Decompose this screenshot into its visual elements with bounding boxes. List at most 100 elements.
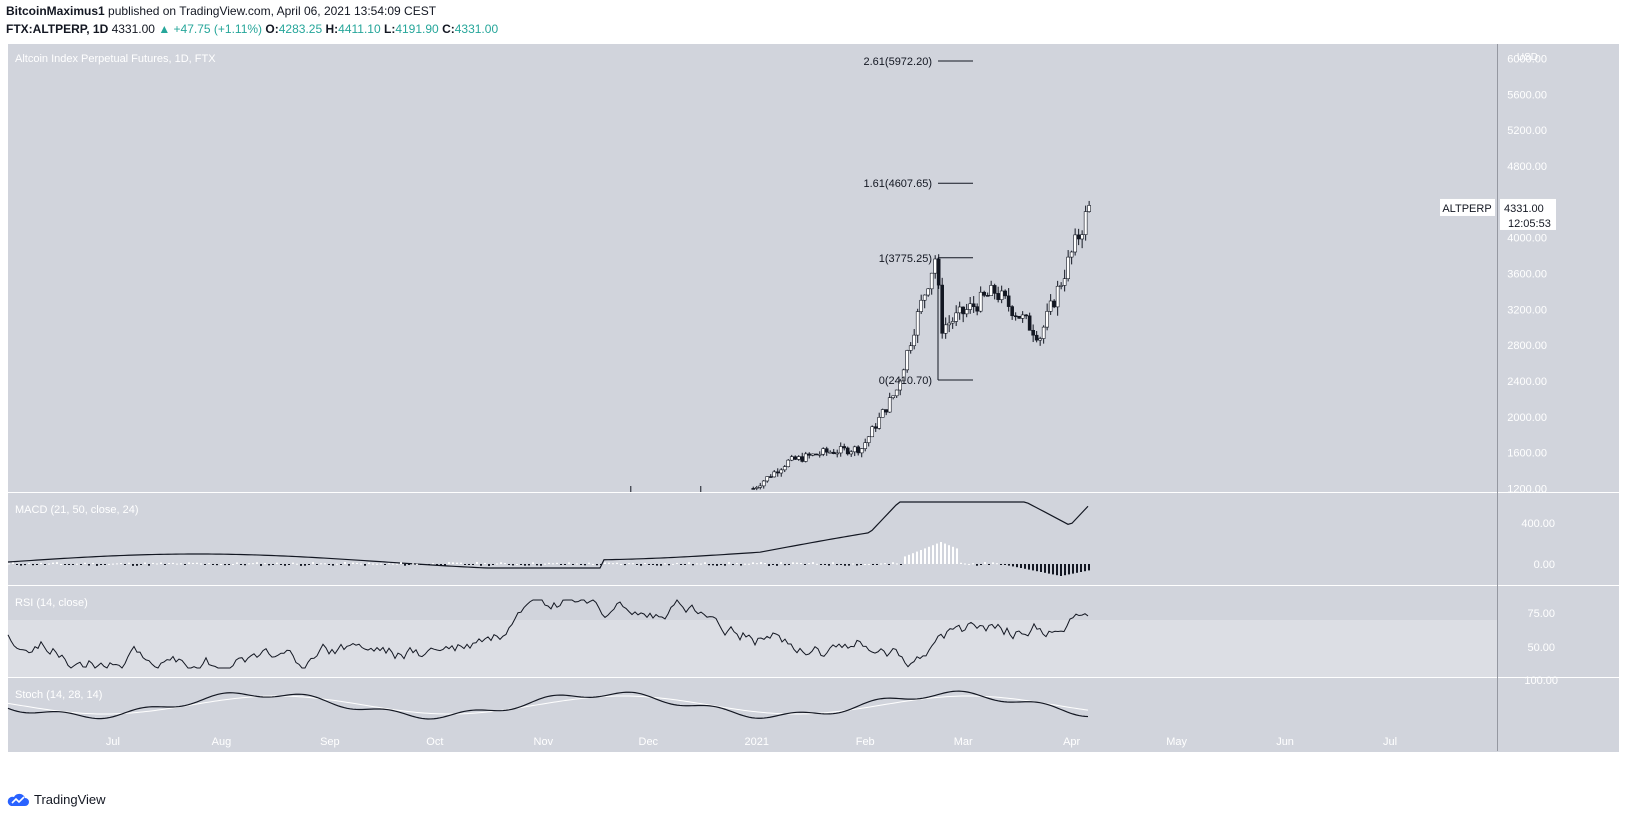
- candle-body: [828, 451, 833, 454]
- candle-body: [831, 451, 836, 454]
- macd-bar: [452, 562, 454, 564]
- macd-bar: [284, 564, 286, 566]
- macd-bar: [504, 563, 506, 565]
- macd-bar: [428, 564, 430, 565]
- macd-bar: [828, 564, 830, 566]
- macd-bar: [860, 564, 862, 565]
- y-tick-label: 5600.00: [1507, 89, 1547, 101]
- macd-bar: [16, 564, 18, 565]
- macd-bar: [848, 564, 850, 566]
- macd-bar: [748, 563, 750, 565]
- macd-bar: [608, 562, 610, 564]
- macd-bar: [900, 564, 902, 565]
- macd-bar: [336, 563, 338, 565]
- candle-body: [1024, 314, 1028, 317]
- macd-bar: [416, 563, 418, 565]
- fib-level-label: 1.61(4607.65): [864, 178, 933, 190]
- macd-bar: [372, 563, 374, 565]
- macd-bar: [824, 564, 826, 565]
- macd-bar: [776, 564, 778, 566]
- macd-bar: [1068, 564, 1070, 575]
- macd-bar: [876, 564, 878, 565]
- candle-body: [793, 456, 798, 460]
- candle-body: [845, 447, 850, 455]
- candle-body: [1069, 251, 1074, 258]
- macd-bar: [764, 563, 766, 565]
- macd-bar: [240, 564, 242, 565]
- macd-bar: [260, 564, 262, 566]
- macd-bar: [1088, 564, 1090, 571]
- candle-body: [786, 459, 791, 467]
- candle-body: [1076, 234, 1081, 240]
- tradingview-logo[interactable]: TradingView: [6, 792, 106, 807]
- macd-bar: [364, 564, 366, 566]
- macd-bar: [684, 564, 686, 566]
- candle-body: [765, 476, 770, 482]
- macd-bar: [108, 563, 110, 565]
- candle-body: [754, 487, 759, 489]
- candle-body: [1055, 285, 1060, 308]
- macd-bar: [156, 563, 158, 565]
- macd-bar: [1020, 564, 1022, 568]
- macd-bar: [160, 562, 162, 564]
- indicator-title: MACD (21, 50, close, 24): [15, 504, 139, 516]
- macd-bar: [136, 564, 138, 566]
- macd-bar: [360, 563, 362, 565]
- macd-bar: [924, 548, 926, 564]
- macd-bar: [52, 562, 54, 564]
- macd-bar: [1048, 564, 1050, 574]
- macd-bar: [956, 548, 958, 564]
- macd-bar: [640, 564, 642, 566]
- candle-body: [936, 258, 941, 286]
- macd-bar: [660, 564, 662, 566]
- macd-pane: [8, 493, 1497, 585]
- macd-bar: [28, 562, 30, 564]
- macd-bar: [128, 562, 130, 564]
- candle-body: [849, 451, 854, 455]
- macd-bar: [908, 554, 910, 564]
- macd-bar: [308, 564, 310, 565]
- macd-bar: [516, 563, 518, 565]
- macd-bar: [696, 563, 698, 565]
- candle-body: [1059, 285, 1063, 287]
- macd-bar: [1044, 564, 1046, 573]
- currency-label: USD: [1517, 52, 1538, 63]
- candle-body: [1010, 306, 1014, 317]
- high-label: H:: [325, 22, 339, 36]
- macd-bar: [980, 564, 982, 566]
- macd-bar: [580, 564, 582, 565]
- close-label: C:: [442, 22, 455, 36]
- candle-body: [915, 311, 920, 336]
- macd-bar: [916, 551, 918, 564]
- macd-bar: [132, 564, 134, 566]
- x-tick-label: Feb: [856, 736, 875, 748]
- candle-body: [940, 284, 944, 334]
- macd-bar: [116, 563, 118, 565]
- macd-bar: [936, 543, 938, 564]
- x-tick-label: Aug: [212, 736, 232, 748]
- candle-body: [894, 389, 899, 397]
- macd-bar: [392, 563, 394, 565]
- macd-bar: [188, 562, 190, 564]
- candle-body: [1031, 329, 1035, 336]
- author-name[interactable]: BitcoinMaximus1: [6, 4, 105, 18]
- macd-bar: [236, 562, 238, 564]
- fib-level-label: 0(2410.70): [879, 375, 932, 387]
- candle-body: [1027, 315, 1032, 331]
- y-tick-label: 2400.00: [1507, 376, 1547, 388]
- macd-bar: [68, 564, 70, 565]
- candle-body: [838, 446, 843, 454]
- macd-bar: [356, 562, 358, 564]
- fib-level-label: 2.61(5972.20): [864, 56, 933, 68]
- candle-body: [1062, 278, 1067, 286]
- y-tick-label: 3200.00: [1507, 304, 1547, 316]
- macd-bar: [904, 556, 906, 564]
- candle-body: [1087, 205, 1091, 212]
- macd-bar: [716, 564, 718, 566]
- macd-bar: [196, 562, 198, 564]
- macd-bar: [768, 564, 770, 566]
- macd-bar: [484, 562, 486, 564]
- candle-body: [810, 453, 815, 456]
- macd-bar: [384, 564, 386, 565]
